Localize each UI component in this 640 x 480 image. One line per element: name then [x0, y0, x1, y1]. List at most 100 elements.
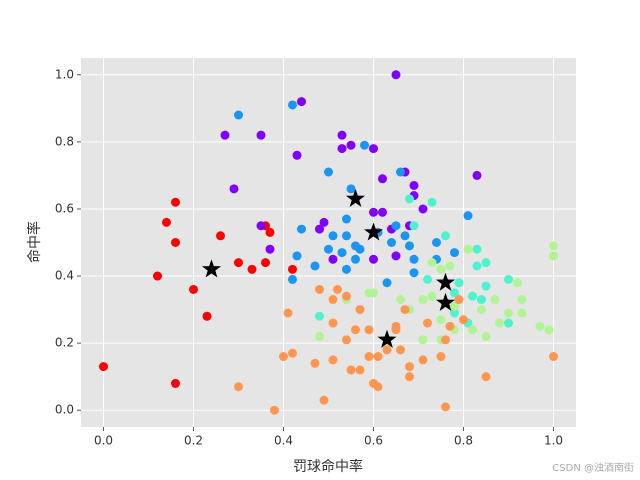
- point: [481, 258, 491, 268]
- point: [342, 291, 351, 301]
- point: [220, 130, 230, 140]
- point: [355, 244, 365, 254]
- point: [468, 325, 477, 335]
- point: [396, 345, 405, 355]
- y-axis-label: 命中率: [26, 221, 43, 263]
- point: [216, 231, 225, 241]
- point: [405, 362, 414, 372]
- point: [391, 321, 401, 331]
- point: [153, 271, 162, 281]
- point: [409, 268, 419, 278]
- point: [463, 244, 473, 254]
- point: [171, 238, 180, 247]
- centroid: [201, 259, 222, 278]
- point: [504, 318, 513, 328]
- centroid: [435, 292, 456, 311]
- x-tick-label: 0.4: [274, 434, 293, 448]
- point: [310, 261, 320, 271]
- point: [409, 180, 419, 190]
- point: [337, 144, 347, 154]
- y-tick-label: 0.4: [55, 269, 74, 283]
- point: [423, 318, 432, 328]
- point: [355, 305, 365, 315]
- point: [463, 211, 473, 221]
- point: [418, 355, 428, 365]
- point: [292, 251, 302, 261]
- point: [504, 308, 513, 318]
- x-axis-label: 罚球命中率: [293, 458, 363, 475]
- point: [234, 110, 243, 120]
- point: [346, 365, 356, 375]
- point: [549, 241, 558, 251]
- point: [369, 254, 378, 264]
- point: [229, 184, 239, 194]
- point: [549, 352, 558, 362]
- x-tick-label: 0.2: [184, 434, 203, 448]
- point: [418, 204, 428, 214]
- point: [535, 321, 545, 331]
- point: [450, 248, 459, 258]
- point: [355, 365, 365, 375]
- point: [342, 231, 351, 241]
- point: [292, 150, 302, 160]
- point: [378, 174, 387, 184]
- y-tick-label: 0.2: [55, 336, 74, 350]
- point: [441, 231, 450, 241]
- point: [427, 291, 437, 301]
- point: [328, 295, 338, 305]
- point: [202, 311, 212, 321]
- point: [333, 284, 342, 294]
- point: [265, 244, 275, 254]
- point: [256, 130, 266, 140]
- point: [481, 372, 491, 382]
- point: [342, 335, 351, 345]
- point: [436, 315, 446, 325]
- point: [342, 214, 351, 224]
- point: [450, 301, 459, 311]
- point: [373, 352, 383, 362]
- point: [450, 288, 459, 298]
- point: [472, 261, 482, 271]
- point: [432, 238, 441, 247]
- point: [436, 264, 446, 274]
- point: [247, 264, 257, 274]
- x-tick-label: 1.0: [544, 434, 563, 448]
- centroid: [435, 272, 456, 291]
- point: [288, 274, 297, 284]
- point: [405, 241, 414, 251]
- point: [436, 352, 446, 362]
- point: [171, 197, 180, 207]
- point: [454, 295, 464, 305]
- point: [549, 251, 558, 261]
- point: [391, 70, 401, 80]
- point: [234, 258, 243, 268]
- point: [346, 140, 356, 150]
- point: [288, 100, 297, 110]
- point: [328, 231, 338, 241]
- point: [369, 207, 378, 217]
- point: [342, 264, 351, 274]
- point: [297, 97, 306, 107]
- point: [427, 258, 437, 268]
- point: [315, 311, 324, 321]
- point: [396, 167, 405, 177]
- point: [441, 335, 450, 345]
- point: [450, 308, 459, 318]
- plot-area: [81, 58, 576, 427]
- point: [513, 278, 522, 288]
- point: [328, 355, 338, 365]
- point: [517, 308, 527, 318]
- point: [477, 295, 486, 305]
- point: [99, 362, 108, 372]
- point: [315, 284, 324, 294]
- y-tick-label: 1.0: [55, 67, 74, 81]
- y-tick-label: 0.0: [55, 403, 74, 417]
- point: [337, 130, 347, 140]
- point: [396, 295, 405, 305]
- point: [319, 217, 329, 227]
- point: [310, 358, 320, 368]
- watermark: CSDN @浊酒南街: [552, 461, 634, 474]
- point: [328, 254, 338, 264]
- point: [337, 248, 347, 258]
- point: [283, 308, 293, 318]
